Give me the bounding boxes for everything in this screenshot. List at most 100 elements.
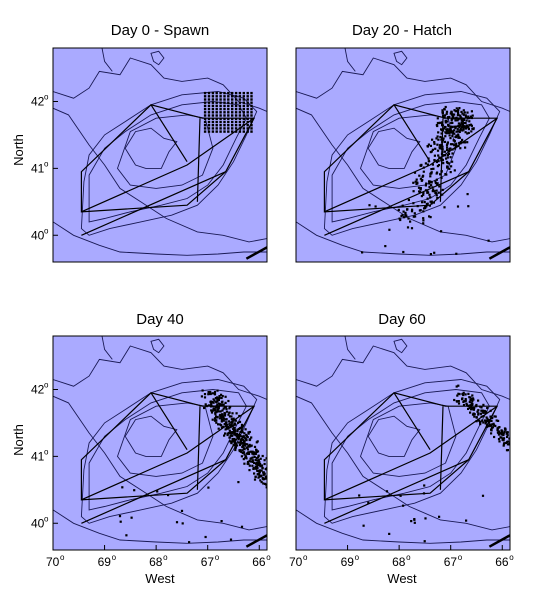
larva-particle <box>217 427 220 430</box>
larva-particle <box>465 402 468 405</box>
larva-particle <box>454 136 457 139</box>
larva-particle <box>210 405 213 408</box>
larva-particle <box>216 389 219 392</box>
larva-particle <box>434 192 438 195</box>
larva-particle <box>238 414 241 418</box>
larva-particle <box>502 444 505 447</box>
larva-particle <box>483 409 486 413</box>
larva-particle <box>441 139 444 142</box>
larva-particle <box>457 130 460 133</box>
larva-particle <box>500 433 503 436</box>
larva-particle <box>231 124 234 127</box>
larva-particle <box>422 192 425 195</box>
larva-particle <box>406 208 409 211</box>
larva-particle <box>203 107 207 111</box>
larva-particle <box>453 132 456 135</box>
depth-contour <box>367 415 421 457</box>
larva-particle <box>239 440 242 443</box>
larva-particle <box>234 91 238 95</box>
larva-particle <box>470 408 473 411</box>
panel-border <box>52 47 268 263</box>
larva-particle <box>487 418 491 422</box>
larva-particle <box>248 445 251 448</box>
panel-title-1: Day 20 - Hatch <box>352 22 452 39</box>
coastline <box>245 246 267 260</box>
larva-particle <box>203 130 207 133</box>
larva-particle <box>440 128 443 131</box>
larva-particle <box>471 114 474 117</box>
larva-particle <box>451 152 454 155</box>
larva-particle <box>424 162 427 165</box>
larva-particle <box>260 474 263 477</box>
management-zone-line <box>81 117 255 213</box>
larva-particle <box>429 200 432 203</box>
larva-particle <box>220 403 223 406</box>
larva-particle <box>424 517 427 520</box>
larva-particle <box>431 163 434 166</box>
larva-particle <box>459 124 462 127</box>
larva-particle <box>450 165 453 168</box>
larva-particle <box>491 416 494 420</box>
larva-particle <box>229 538 233 541</box>
larva-particle <box>225 424 228 428</box>
larva-particle <box>188 541 191 544</box>
larva-particle <box>218 414 221 417</box>
larva-particle <box>225 407 228 411</box>
larva-particle <box>219 117 222 120</box>
larva-particle <box>447 152 451 155</box>
degree-symbol: o <box>112 553 117 562</box>
larva-particle <box>430 200 433 203</box>
larva-particle <box>475 405 478 408</box>
panel-title-0: Day 0 - Spawn <box>111 22 209 39</box>
degree-symbol: o <box>355 553 360 562</box>
larva-particle <box>243 453 246 456</box>
larva-particle <box>254 462 258 465</box>
larva-particle <box>441 109 444 112</box>
larva-particle <box>422 193 425 196</box>
depth-contour <box>80 91 258 236</box>
larva-particle <box>263 477 266 481</box>
larva-particle <box>426 145 429 148</box>
larva-particle <box>486 406 489 410</box>
larva-particle <box>167 494 170 497</box>
larva-particle <box>463 125 466 128</box>
larva-particle <box>466 403 469 406</box>
larva-particle <box>253 451 256 454</box>
larva-particle <box>226 433 229 437</box>
larva-particle <box>251 459 254 462</box>
larva-particle <box>470 124 473 127</box>
larva-particle <box>224 421 228 424</box>
depth-contour <box>296 395 510 531</box>
larva-particle <box>207 117 211 120</box>
larva-particle <box>446 146 449 149</box>
larva-particle <box>245 446 249 449</box>
larva-particle <box>440 176 443 179</box>
larva-particle <box>430 172 433 175</box>
larva-particle <box>473 407 476 410</box>
larva-particle <box>467 128 470 131</box>
larva-particle <box>466 132 469 135</box>
larva-particle <box>253 478 257 481</box>
larva-particle <box>213 393 217 396</box>
larva-particle <box>457 124 460 127</box>
larva-particle <box>489 415 492 418</box>
larva-particle <box>430 202 433 205</box>
larva-particle <box>436 182 439 185</box>
larva-particle <box>246 127 249 130</box>
larva-particle <box>470 404 474 407</box>
panel-title-2: Day 40 <box>136 311 184 328</box>
larva-particle <box>456 205 460 208</box>
larva-particle <box>449 137 452 140</box>
larva-particle <box>444 121 447 124</box>
larva-particle <box>231 98 234 101</box>
larva-particle <box>258 471 261 474</box>
larva-particle <box>435 189 438 192</box>
larva-particle <box>437 191 440 194</box>
larva-particle <box>212 401 215 404</box>
degree-symbol: o <box>60 553 65 562</box>
larva-particle <box>450 117 453 120</box>
larva-particle <box>435 160 438 164</box>
larva-particle <box>214 417 217 420</box>
larva-particle <box>428 180 431 183</box>
larva-particle <box>223 104 226 108</box>
